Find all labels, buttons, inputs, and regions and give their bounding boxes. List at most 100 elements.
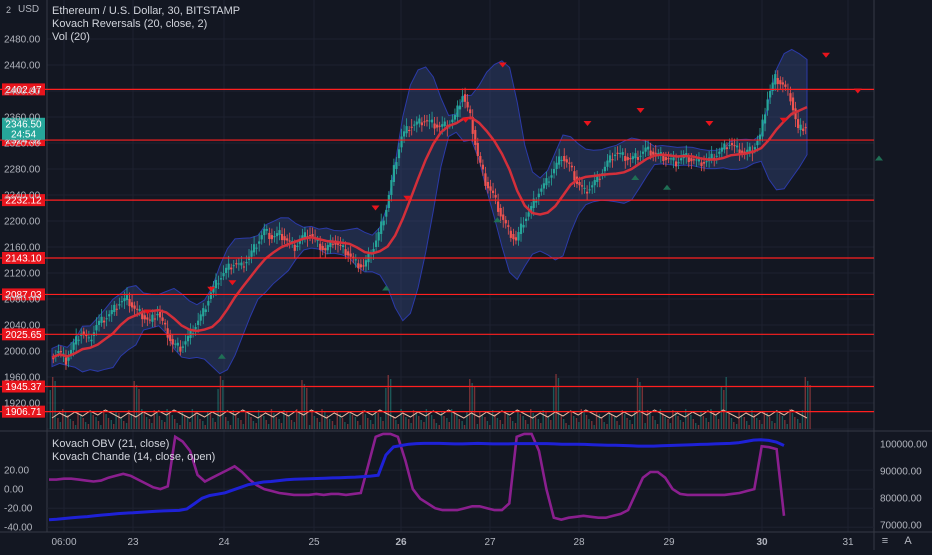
indicator-kovach-chande[interactable]: Kovach Chande (14, close, open) <box>52 451 216 463</box>
volume-bar <box>776 410 778 429</box>
volume-bar <box>473 387 476 429</box>
volume-bar <box>389 379 392 429</box>
volume-bar <box>656 424 659 429</box>
volume-bar <box>684 409 687 429</box>
volume-bar <box>341 418 344 429</box>
volume-bar <box>738 411 740 429</box>
volume-bar <box>80 414 82 429</box>
volume-bar <box>298 413 300 429</box>
candle-body <box>207 300 210 306</box>
candle-body <box>280 234 284 241</box>
volume-bar <box>733 422 735 429</box>
reversal-down-marker <box>207 286 216 292</box>
volume-bar <box>64 411 67 429</box>
volume-bar <box>501 424 504 429</box>
candle-body <box>524 218 528 221</box>
volume-bar <box>585 415 588 429</box>
volume-bar <box>357 421 359 429</box>
level-tag <box>2 405 45 418</box>
volume-bar <box>517 410 519 429</box>
candle-body <box>311 234 314 238</box>
candle-body <box>797 119 800 129</box>
candle-body <box>303 232 307 238</box>
candle-body <box>222 273 225 277</box>
candle-body <box>268 232 271 239</box>
volume-bar <box>425 409 428 429</box>
volume-bar <box>679 420 682 429</box>
candle-body <box>804 127 807 129</box>
symbol-title[interactable]: Ethereum / U.S. Dollar, 30, BITSTAMP <box>52 5 241 17</box>
candle-body <box>136 308 139 310</box>
candle-body <box>634 153 637 159</box>
candle-body <box>443 121 446 127</box>
volume-bar <box>547 416 550 429</box>
level-tag-text: 2324.52 <box>5 136 42 147</box>
volume-bar <box>77 412 79 429</box>
volume-bar <box>186 418 189 429</box>
current-price-text: 2346.50 <box>5 119 42 130</box>
indicator-kovach-obv[interactable]: Kovach OBV (21, close) <box>52 438 170 450</box>
volume-bar <box>351 415 354 429</box>
volume-bar <box>784 420 786 429</box>
volume-bar <box>318 422 321 429</box>
volume-bar <box>603 422 605 429</box>
volume-bar <box>486 421 489 429</box>
candle-body <box>484 173 487 186</box>
auto-scale-button[interactable]: A <box>904 535 912 547</box>
level-tag-text: 2402.47 <box>5 85 42 96</box>
candle-body <box>598 178 601 180</box>
candle-body <box>146 317 149 320</box>
volume-bar <box>379 417 382 429</box>
candle-body <box>57 351 60 354</box>
candle-body <box>647 146 650 150</box>
volume-bar <box>740 415 743 429</box>
candle-body <box>263 228 266 236</box>
candle-body <box>120 301 124 303</box>
indicator-kovach-reversals[interactable]: Kovach Reversals (20, close, 2) <box>52 18 208 30</box>
volume-bar <box>369 420 372 429</box>
volume-bar <box>669 423 672 429</box>
level-tag <box>2 328 45 341</box>
candle-body <box>720 147 723 152</box>
volume-bar <box>174 419 176 429</box>
kovach-obv-line <box>48 438 785 522</box>
candle-body <box>316 239 319 241</box>
volume-bar <box>336 412 338 429</box>
volume-bar <box>796 419 799 429</box>
volume-bar <box>677 416 679 429</box>
candle-body <box>392 165 396 182</box>
candle-body <box>558 156 561 165</box>
level-tag-text: 1945.37 <box>5 382 42 393</box>
volume-bar <box>469 379 471 429</box>
candle-body <box>362 265 365 267</box>
candle-body <box>286 238 289 241</box>
volume-bar <box>247 413 250 429</box>
currency-label[interactable]: USD <box>18 4 40 15</box>
time-tick-label: 26 <box>395 537 407 548</box>
candle-body <box>756 140 759 146</box>
candle-body <box>230 267 233 270</box>
volume-bar <box>583 411 585 429</box>
candle-body <box>138 309 141 311</box>
volume-bar <box>84 422 87 429</box>
candle-body <box>687 157 690 163</box>
candle-body <box>672 157 675 161</box>
candle-body <box>476 143 479 156</box>
indicator-volume[interactable]: Vol (20) <box>52 31 90 43</box>
reversal-down-marker <box>705 121 714 126</box>
candle-body <box>649 150 652 156</box>
candle-body <box>128 299 131 307</box>
timezone-menu-icon[interactable]: ≡ <box>881 535 889 547</box>
reversal-down-marker <box>461 117 470 123</box>
candle-body <box>321 245 324 251</box>
candle-body <box>380 221 383 234</box>
chande-tick-label: -40.00 <box>4 523 33 534</box>
volume-bar <box>433 419 435 429</box>
candle-body <box>611 159 614 161</box>
candle-body <box>176 342 179 346</box>
candle-body <box>560 159 563 161</box>
candle-body <box>776 78 779 85</box>
volume-bar <box>303 384 306 429</box>
